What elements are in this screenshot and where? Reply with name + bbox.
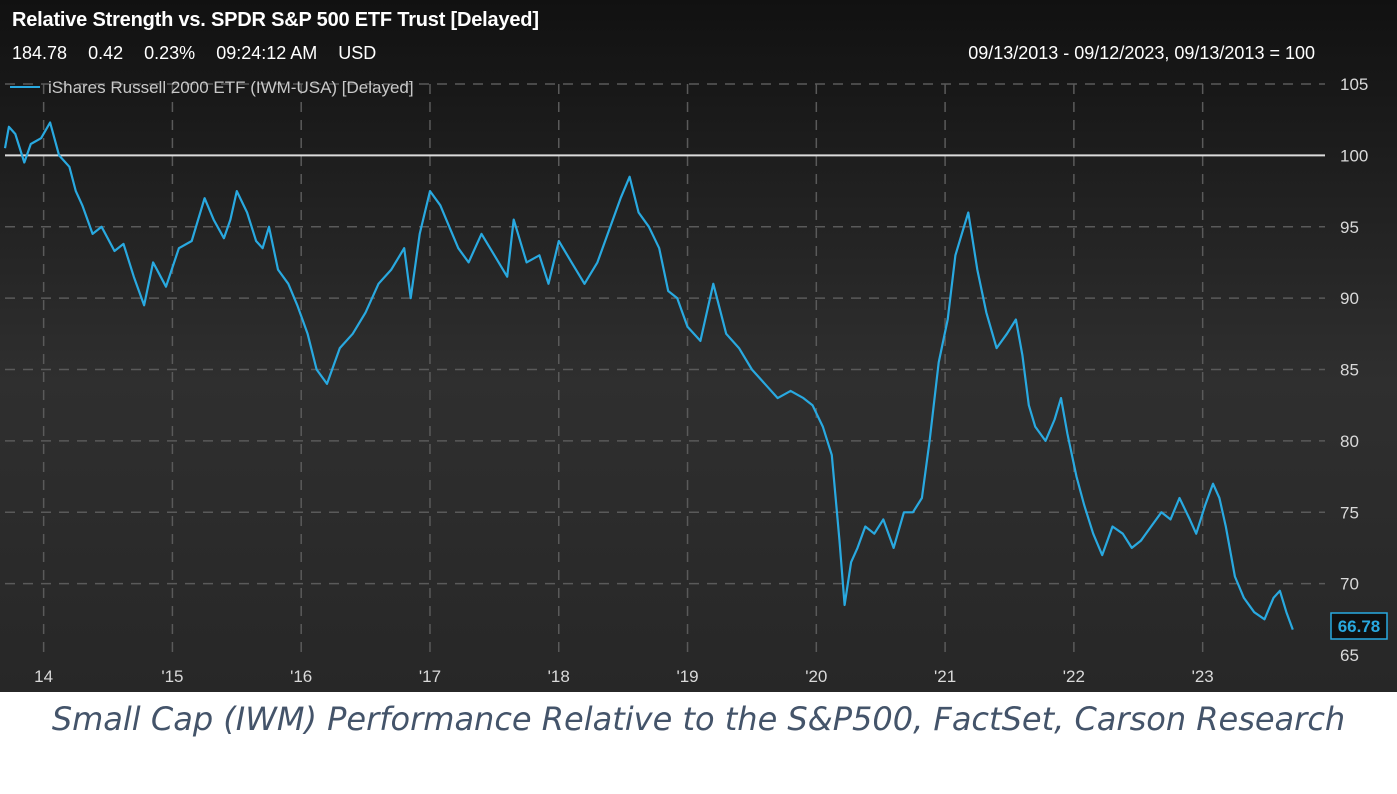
x-axis: 14 '15 '16 '17 '18 '19 '20 '21 '22 '23 — [34, 667, 1214, 686]
x-tick-label: '20 — [805, 667, 827, 686]
y-tick-label: 85 — [1340, 361, 1359, 380]
relative-strength-chart[interactable]: 65 70 75 80 85 90 95 100 105 14 '15 '16 '17 '18 '19 '2… — [0, 0, 1397, 692]
x-tick-label: '22 — [1063, 667, 1085, 686]
quote-stats: 184.78 0.42 0.23% 09:24:12 AM USD — [12, 43, 392, 64]
quote-time: 09:24:12 AM — [216, 43, 318, 63]
y-tick-label: 65 — [1340, 646, 1359, 665]
series-layer — [3, 121, 1294, 630]
x-tick-label: '15 — [161, 667, 183, 686]
date-range: 09/13/2013 - 09/12/2023, 09/13/2013 = 10… — [968, 43, 1315, 63]
figure-caption: Small Cap (IWM) Performance Relative to … — [51, 700, 1346, 738]
x-tick-label: '23 — [1192, 667, 1214, 686]
y-tick-label: 95 — [1340, 218, 1359, 237]
last-value-box — [1330, 612, 1388, 640]
chart-title: Relative Strength vs. SPDR S&P 500 ETF T… — [12, 9, 539, 31]
x-tick-label: '16 — [290, 667, 312, 686]
chart-panel: Relative Strength vs. SPDR S&P 500 ETF T… — [0, 0, 1397, 692]
price-change-percent: 0.23% — [144, 43, 196, 63]
currency: USD — [338, 43, 377, 63]
y-tick-label: 105 — [1340, 75, 1368, 94]
y-tick-label: 100 — [1340, 146, 1368, 165]
x-tick-label: '18 — [548, 667, 570, 686]
legend-label: iShares Russell 2000 ETF (IWM-USA) [Dela… — [48, 78, 414, 97]
price-change: 0.42 — [88, 43, 124, 63]
x-tick-label: '21 — [934, 667, 956, 686]
series-line — [3, 121, 1294, 630]
last-value-text: 66.78 — [1338, 617, 1381, 636]
last-value-label: 66.78 — [1330, 612, 1388, 640]
y-tick-label: 90 — [1340, 289, 1359, 308]
x-tick-label: 14 — [34, 667, 53, 686]
y-tick-label: 70 — [1340, 575, 1359, 594]
y-axis: 65 70 75 80 85 90 95 100 105 — [1340, 75, 1368, 665]
y-tick-label: 80 — [1340, 432, 1359, 451]
x-tick-label: '17 — [419, 667, 441, 686]
legend[interactable]: iShares Russell 2000 ETF (IWM-USA) [Dela… — [10, 78, 414, 97]
x-tick-label: '19 — [676, 667, 698, 686]
last-price: 184.78 — [12, 43, 68, 63]
y-tick-label: 75 — [1340, 503, 1359, 522]
gridlines — [5, 83, 1325, 655]
